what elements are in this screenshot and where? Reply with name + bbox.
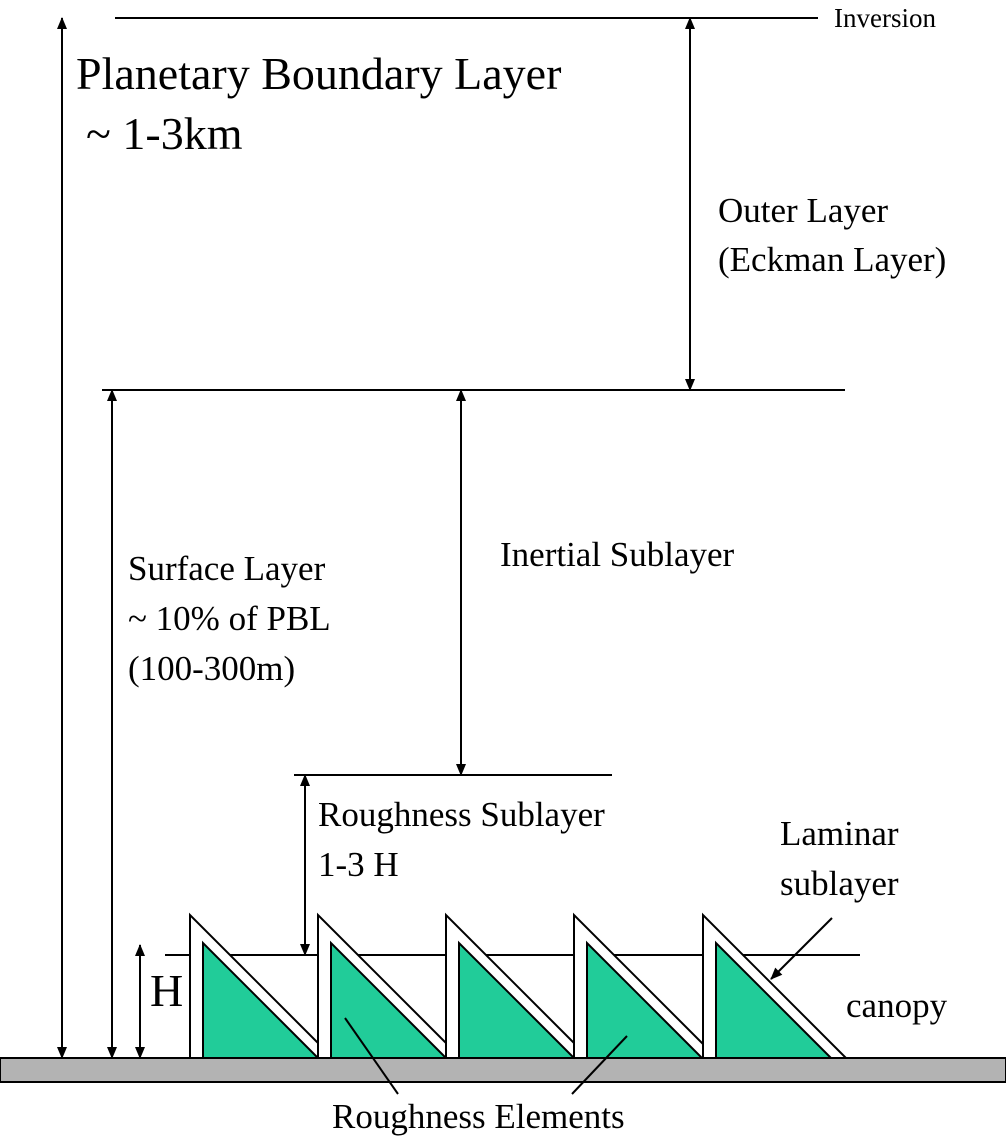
roughness-element-1 (189, 912, 336, 1059)
outer-layer-label-line1: Outer Layer (718, 191, 888, 230)
laminar-sublayer-label-line1: Laminar (780, 814, 899, 853)
roughness-element-4 (573, 912, 720, 1059)
pbl-height-label: ~ 1-3km (86, 108, 243, 159)
inertial-sublayer-label: Inertial Sublayer (500, 535, 735, 574)
canopy-label: canopy (846, 986, 948, 1025)
roughness-elements-leader-2 (571, 1035, 628, 1095)
roughness-elements-label: Roughness Elements (332, 1097, 625, 1136)
surface-layer-label-line1: Surface Layer (128, 549, 326, 588)
canopy-h-label: H (150, 965, 183, 1016)
roughness-elements-leader-1 (344, 1017, 399, 1095)
roughness-element-5 (702, 912, 849, 1059)
outer-layer-label-line2: (Eckman Layer) (718, 240, 946, 279)
ground-surface (0, 1057, 1006, 1083)
inversion-label: Inversion (834, 3, 936, 33)
laminar-sublayer-label-line2: sublayer (780, 864, 899, 903)
roughness-sublayer-label-line2: 1-3 H (318, 845, 399, 884)
laminar-sublayer-leader (770, 917, 833, 980)
roughness-element-3 (445, 912, 592, 1059)
roughness-element-2 (317, 912, 464, 1059)
pbl-title: Planetary Boundary Layer (76, 48, 561, 99)
roughness-sublayer-label-line1: Roughness Sublayer (318, 795, 605, 834)
surface-layer-label-line3: (100-300m) (128, 649, 295, 688)
surface-layer-label-line2: ~ 10% of PBL (128, 599, 331, 638)
